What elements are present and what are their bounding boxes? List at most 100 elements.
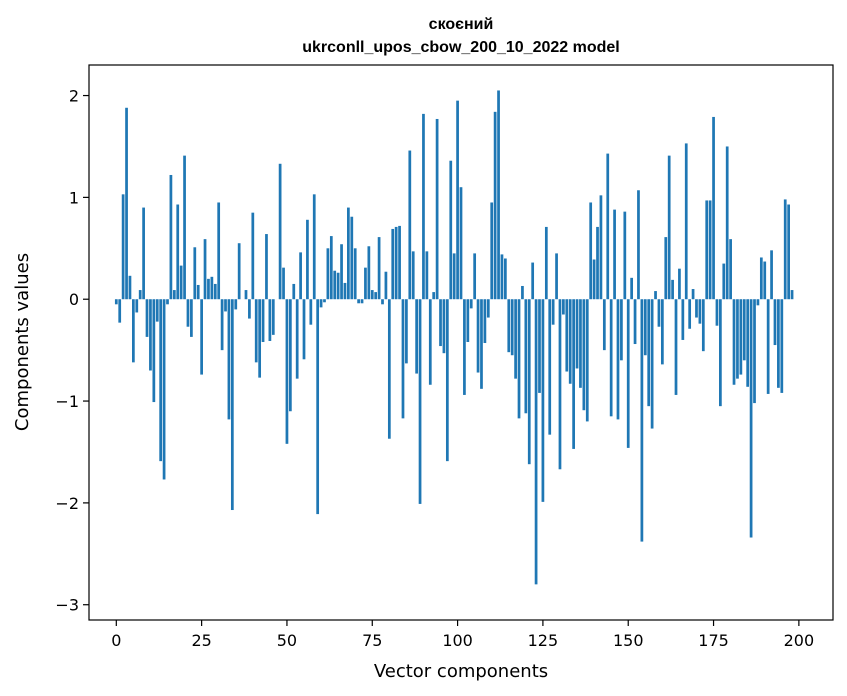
bar-131 — [562, 299, 565, 315]
bar-129 — [555, 253, 558, 300]
bar-16 — [169, 174, 173, 300]
bar-19 — [179, 265, 183, 300]
bar-153 — [637, 190, 640, 300]
x-tick-label: 150 — [613, 631, 644, 650]
bar-142 — [599, 195, 603, 300]
bar-174 — [708, 200, 712, 300]
y-tick-label: −1 — [55, 392, 79, 411]
bar-156 — [647, 299, 651, 407]
x-axis-label: Vector components — [374, 661, 548, 682]
bar-75 — [370, 290, 374, 300]
bar-58 — [312, 194, 316, 300]
bar-76 — [374, 292, 378, 300]
bar-35 — [234, 299, 238, 310]
bar-67 — [343, 282, 347, 300]
bar-44 — [265, 234, 268, 300]
y-tick-label: −2 — [55, 494, 79, 513]
x-tick-label: 125 — [528, 631, 559, 650]
bar-3 — [125, 107, 128, 300]
bar-190 — [763, 261, 767, 300]
bar-94 — [435, 118, 439, 300]
bar-135 — [575, 299, 579, 369]
bar-126 — [544, 226, 548, 300]
bar-133 — [568, 299, 572, 384]
bar-31 — [220, 299, 224, 351]
bar-2 — [121, 194, 125, 300]
bar-144 — [606, 153, 610, 300]
y-tick-label: 0 — [69, 290, 79, 309]
bar-24 — [196, 284, 200, 300]
bars-group — [114, 90, 794, 585]
bar-103 — [466, 299, 470, 342]
bar-187 — [753, 299, 756, 404]
bar-87 — [411, 251, 415, 300]
bar-61 — [323, 299, 326, 303]
bar-116 — [510, 299, 514, 356]
bar-11 — [152, 299, 156, 403]
bar-194 — [777, 299, 780, 388]
bar-56 — [306, 219, 309, 300]
bar-191 — [766, 299, 770, 394]
bar-197 — [787, 204, 790, 300]
bar-12 — [155, 299, 159, 322]
bar-41 — [254, 299, 258, 363]
bar-46 — [271, 299, 275, 335]
bar-141 — [596, 226, 599, 300]
bar-193 — [773, 299, 777, 346]
bar-22 — [190, 299, 193, 337]
bar-148 — [620, 299, 623, 361]
bar-146 — [613, 209, 616, 300]
bar-130 — [558, 299, 562, 470]
bar-128 — [551, 299, 555, 325]
bar-149 — [623, 211, 627, 300]
bar-1 — [118, 299, 122, 323]
bar-59 — [316, 299, 320, 515]
bar-83 — [398, 225, 401, 300]
bar-122 — [531, 262, 535, 300]
bar-74 — [367, 246, 371, 300]
bar-123 — [534, 299, 538, 585]
bar-171 — [698, 299, 702, 324]
bar-157 — [650, 299, 654, 429]
bar-65 — [336, 272, 340, 300]
chart-subtitle: ukrconll_upos_cbow_200_10_2022 model — [302, 39, 619, 56]
bar-136 — [579, 299, 582, 388]
bar-97 — [445, 299, 449, 462]
bar-81 — [391, 228, 395, 300]
bar-9 — [145, 299, 149, 337]
bar-101 — [459, 187, 463, 300]
bar-112 — [497, 90, 500, 300]
bar-152 — [633, 299, 637, 345]
bar-114 — [504, 258, 507, 300]
bar-188 — [756, 299, 760, 306]
bar-53 — [295, 299, 299, 379]
bar-117 — [514, 299, 517, 379]
y-tick-label: 2 — [69, 87, 79, 106]
bar-70 — [353, 248, 357, 300]
bar-169 — [691, 289, 695, 300]
bar-85 — [405, 299, 408, 364]
bar-39 — [248, 299, 251, 319]
bar-106 — [476, 299, 480, 373]
bar-13 — [159, 299, 163, 462]
bar-195 — [780, 299, 784, 393]
bar-109 — [486, 299, 490, 318]
bar-119 — [521, 285, 524, 300]
bar-180 — [729, 239, 732, 300]
bar-151 — [630, 277, 634, 300]
bar-127 — [548, 299, 552, 435]
bar-50 — [285, 299, 289, 444]
bar-96 — [442, 299, 446, 354]
bar-0 — [114, 299, 118, 305]
x-tick-label: 50 — [277, 631, 297, 650]
bar-18 — [176, 204, 180, 300]
bar-155 — [643, 299, 647, 356]
bar-72 — [360, 299, 364, 304]
bar-79 — [384, 271, 388, 300]
bar-182 — [736, 299, 739, 379]
bar-48 — [278, 163, 282, 300]
bar-21 — [186, 299, 190, 327]
bar-140 — [592, 259, 596, 300]
bar-166 — [681, 299, 685, 340]
bar-45 — [268, 299, 272, 341]
